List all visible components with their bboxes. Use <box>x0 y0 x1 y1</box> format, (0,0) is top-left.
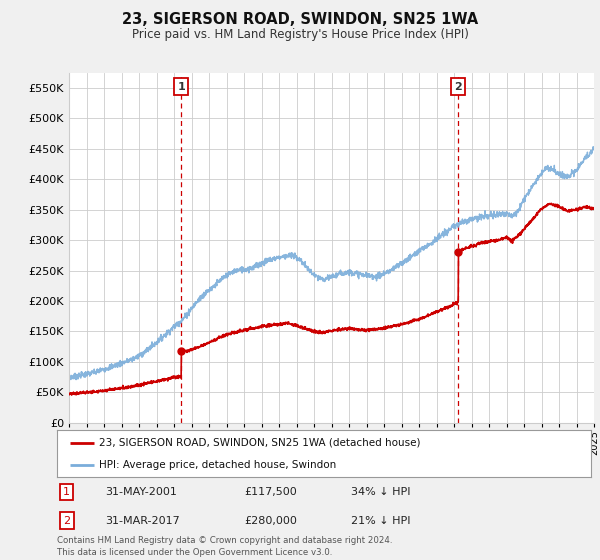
Text: 2: 2 <box>63 516 70 525</box>
Text: 1: 1 <box>63 487 70 497</box>
Text: 2: 2 <box>455 82 462 91</box>
Text: 21% ↓ HPI: 21% ↓ HPI <box>351 516 410 525</box>
Text: HPI: Average price, detached house, Swindon: HPI: Average price, detached house, Swin… <box>98 460 336 470</box>
Text: 31-MAY-2001: 31-MAY-2001 <box>105 487 177 497</box>
Text: 1: 1 <box>178 82 185 91</box>
Text: £280,000: £280,000 <box>244 516 297 525</box>
Text: 34% ↓ HPI: 34% ↓ HPI <box>351 487 410 497</box>
Text: 23, SIGERSON ROAD, SWINDON, SN25 1WA: 23, SIGERSON ROAD, SWINDON, SN25 1WA <box>122 12 478 27</box>
Text: Price paid vs. HM Land Registry's House Price Index (HPI): Price paid vs. HM Land Registry's House … <box>131 28 469 41</box>
Text: Contains HM Land Registry data © Crown copyright and database right 2024.
This d: Contains HM Land Registry data © Crown c… <box>57 536 392 557</box>
Text: 23, SIGERSON ROAD, SWINDON, SN25 1WA (detached house): 23, SIGERSON ROAD, SWINDON, SN25 1WA (de… <box>98 438 420 448</box>
Text: £117,500: £117,500 <box>244 487 296 497</box>
Text: 31-MAR-2017: 31-MAR-2017 <box>105 516 180 525</box>
